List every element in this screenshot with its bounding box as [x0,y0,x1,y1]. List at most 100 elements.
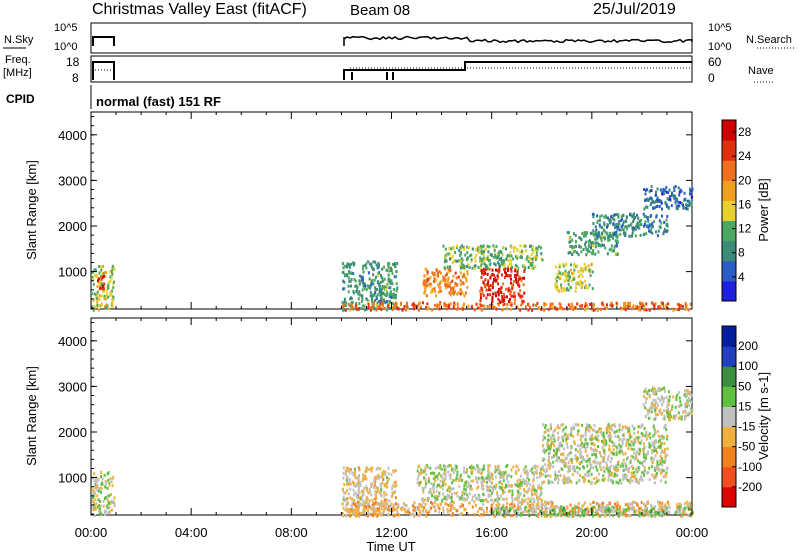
velocity-cell [532,483,535,487]
velocity-cell [647,471,650,475]
velocity-cell [350,504,353,508]
power-cell [93,292,96,296]
velocity-cell [550,443,553,447]
power-cell [514,269,517,273]
velocity-cell [368,499,371,503]
power-cell [615,301,618,305]
velocity-cell [448,474,451,478]
power-cell [579,304,582,308]
velocity-cell [389,504,392,508]
power-cell [369,286,372,290]
power-cell [443,260,446,264]
velocity-cell [363,509,366,513]
power-cell [672,194,674,198]
velocity-cell [621,428,624,432]
power-cell [685,206,687,210]
power-cell [488,288,490,292]
velocity-cell [650,388,653,392]
power-cell [426,272,429,276]
velocity-cell [92,489,95,493]
velocity-cell [678,396,681,400]
power-cell [460,262,463,265]
velocity-cell [535,505,538,509]
power-cell [635,224,637,228]
velocity-cell [615,469,618,472]
velocity-colorbar-tick-label: -200 [738,480,762,494]
power-cell [606,225,608,229]
velocity-cell [425,482,428,486]
power-cell [491,272,494,276]
velocity-cell [537,484,540,488]
velocity-cell [373,486,375,489]
power-cell [603,223,606,227]
velocity-cell [598,427,601,431]
velocity-cell [634,455,637,459]
power-cell [492,292,495,296]
power-cell [483,304,486,308]
velocity-cell [373,510,375,514]
velocity-cell [623,437,625,441]
velocity-cell [580,443,583,447]
power-cell [489,288,492,292]
power-cell [481,270,484,274]
power-cell [379,301,382,305]
power-cell [565,277,568,280]
velocity-cell [342,506,345,510]
power-cell [590,246,592,250]
power-cell [391,308,394,311]
velocity-cell [540,498,543,502]
velocity-cell [620,481,623,485]
velocity-cell [593,459,596,463]
velocity-cell [602,501,605,505]
velocity-cell [464,490,467,494]
power-cell [479,293,482,297]
velocity-cell [456,473,459,477]
velocity-cell [629,460,632,464]
power-cell [527,260,530,264]
power-cell [580,305,583,309]
power-cell [362,267,364,271]
velocity-cell [607,508,610,512]
velocity-cell [664,423,667,427]
power-cell [423,291,426,295]
power-cell [584,284,587,287]
power-cell [494,276,497,280]
velocity-cell [588,457,591,461]
velocity-cell [508,509,511,513]
power-cell [96,303,99,307]
velocity-cell [110,480,113,484]
power-cell [522,244,525,248]
velocity-cell [514,509,517,513]
power-cell [377,306,380,310]
velocity-cell [576,471,579,475]
velocity-cell [627,430,629,434]
power-cell [661,190,664,194]
velocity-cell [396,509,399,513]
velocity-cell [591,428,594,432]
power-cell [589,274,592,278]
velocity-cell [351,480,354,484]
velocity-cell [421,497,424,501]
power-cell [94,268,97,272]
power-cell [372,267,375,271]
velocity-cell [561,478,564,482]
velocity-cell [383,498,386,502]
power-cell [359,293,362,297]
velocity-cell [572,506,575,510]
power-cell [485,265,488,269]
velocity-cell [638,507,641,511]
velocity-colorbar-swatch [722,386,736,407]
power-cell [621,217,624,221]
velocity-cell [584,508,587,512]
velocity-cell [496,511,499,515]
velocity-cell [627,509,630,513]
velocity-ytick-label: 4000 [58,334,87,349]
velocity-cell [425,514,428,518]
velocity-cell [349,510,352,514]
power-cell [540,308,543,311]
power-cell [510,303,513,307]
velocity-cell [626,468,629,472]
power-cell [571,305,574,308]
velocity-cell [676,502,679,506]
power-cell [522,283,525,287]
